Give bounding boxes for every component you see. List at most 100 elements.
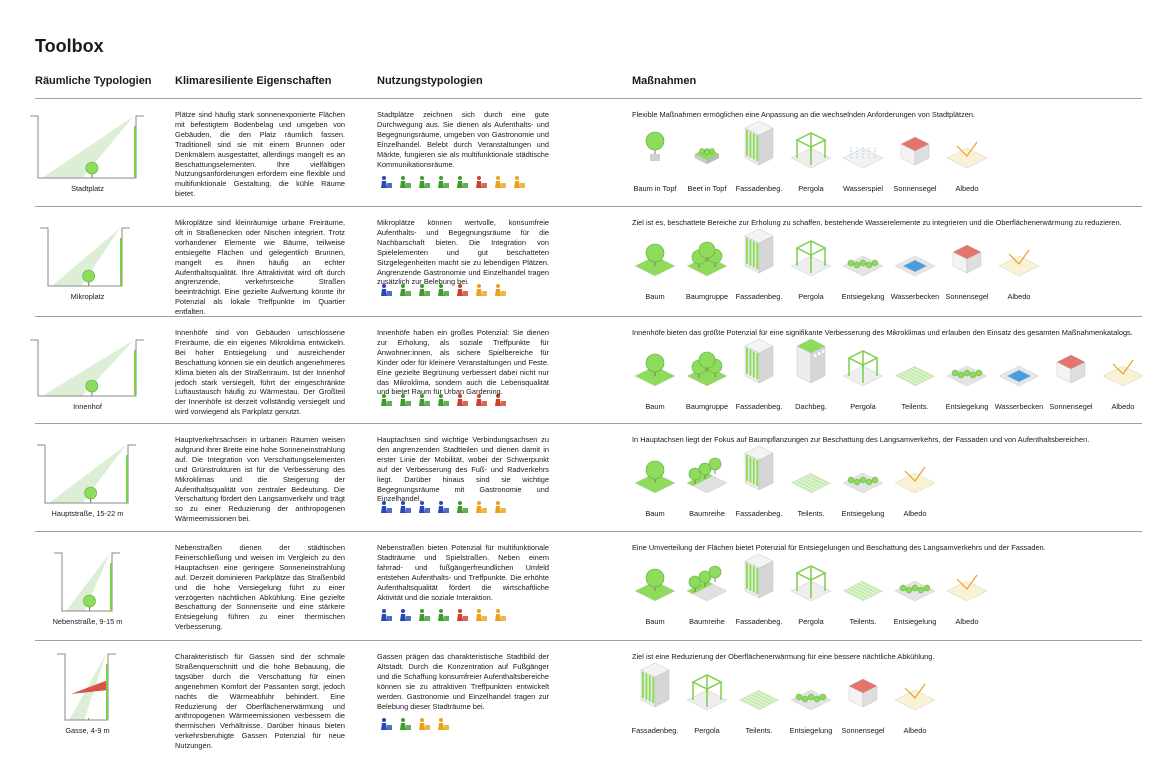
measure-label: Wasserbecken bbox=[890, 292, 940, 301]
header-rule bbox=[35, 98, 1142, 99]
measure-label: Baumgruppe bbox=[685, 292, 729, 301]
measures-intro: Ziel ist eine Reduzierung der Oberfläche… bbox=[632, 652, 935, 661]
measure-label: Entsiegelung bbox=[893, 617, 937, 626]
measure-icon bbox=[744, 338, 774, 384]
usage-icon bbox=[400, 176, 411, 188]
usage-icon bbox=[476, 176, 487, 188]
measure-icon bbox=[790, 132, 832, 169]
usage-icon bbox=[438, 609, 449, 621]
measure-icon bbox=[900, 136, 930, 166]
measure-icon bbox=[998, 365, 1040, 387]
measures-intro: Ziel ist es, beschattete Bereiche zur Er… bbox=[632, 218, 1122, 227]
measure-label: Baumreihe bbox=[689, 509, 725, 518]
measure-label: Fassadenbeg. bbox=[735, 509, 783, 518]
usage-icon bbox=[476, 394, 487, 406]
usage-icon bbox=[438, 284, 449, 296]
typology-label: Gasse, 4-9 m bbox=[65, 726, 110, 735]
measure-icon bbox=[998, 249, 1040, 277]
measure-icon bbox=[686, 351, 728, 387]
measure-label: Pergola bbox=[798, 292, 824, 301]
measure-label: Sonnensegel bbox=[841, 726, 885, 735]
measure-icon bbox=[894, 683, 936, 711]
row-rule bbox=[35, 316, 1142, 317]
usage-icon bbox=[381, 501, 392, 513]
typology-section bbox=[54, 552, 120, 612]
usage-icon bbox=[495, 284, 506, 296]
usage-icon bbox=[381, 176, 392, 188]
typology-label: Hauptstraße, 15-22 m bbox=[51, 509, 124, 518]
usage-text: Mikroplätze können wertvolle, konsumfrei… bbox=[377, 218, 549, 287]
usage-icon bbox=[381, 394, 392, 406]
measure-icon bbox=[946, 574, 988, 602]
usage-icon bbox=[495, 609, 506, 621]
measure-label: Entsiegelung bbox=[841, 509, 885, 518]
description: Innenhöfe sind von Gebäuden umschlossene… bbox=[175, 328, 345, 417]
usage-icon bbox=[400, 718, 411, 730]
measure-icon bbox=[946, 365, 988, 387]
usage-icon bbox=[438, 501, 449, 513]
measure-icon bbox=[894, 466, 936, 494]
measure-icon bbox=[634, 243, 676, 277]
measure-label: Albedo bbox=[903, 726, 927, 735]
measure-icon bbox=[738, 689, 780, 711]
measure-label: Teilents. bbox=[849, 617, 877, 626]
usage-icon bbox=[457, 394, 468, 406]
typology-section bbox=[40, 227, 130, 287]
measure-icon bbox=[842, 146, 884, 169]
measure-label: Teilents. bbox=[901, 402, 929, 411]
measure-label: Baumreihe bbox=[689, 617, 725, 626]
measure-label: Teilents. bbox=[797, 509, 825, 518]
measure-label: Baum bbox=[645, 509, 665, 518]
measure-icon bbox=[744, 553, 774, 599]
measure-label: Fassadenbeg. bbox=[735, 617, 783, 626]
measure-label: Albedo bbox=[955, 617, 979, 626]
usage-icon bbox=[495, 501, 506, 513]
measure-icon bbox=[842, 472, 884, 494]
measure-icon bbox=[790, 689, 832, 711]
description: Hauptverkehrsachsen in urbanen Räumen we… bbox=[175, 435, 345, 524]
typology-label: Nebenstraße, 9-15 m bbox=[52, 617, 123, 626]
usage-icon bbox=[419, 718, 430, 730]
measure-label: Fassadenbeg. bbox=[631, 726, 679, 735]
measure-icon bbox=[634, 568, 676, 602]
description: Mikroplätze sind kleinräumige urbane Fre… bbox=[175, 218, 345, 317]
measure-label: Entsiegelung bbox=[945, 402, 989, 411]
measure-label: Entsiegelung bbox=[789, 726, 833, 735]
usage-icon bbox=[495, 176, 506, 188]
usage-icon bbox=[400, 501, 411, 513]
row-rule bbox=[35, 531, 1142, 532]
measure-label: Teilents. bbox=[745, 726, 773, 735]
measure-label: Fassadenbeg. bbox=[735, 184, 783, 193]
measure-icon bbox=[894, 365, 936, 387]
measure-icon bbox=[790, 240, 832, 277]
usage-icon bbox=[381, 609, 392, 621]
measures-intro: Flexible Maßnahmen ermöglichen eine Anpa… bbox=[632, 110, 976, 119]
typology-section bbox=[30, 339, 144, 397]
typology-label: Stadtplatz bbox=[71, 184, 104, 193]
usage-icon bbox=[438, 394, 449, 406]
typology-section bbox=[57, 653, 116, 721]
measure-icon bbox=[952, 244, 982, 274]
row-rule bbox=[35, 206, 1142, 207]
usage-icon bbox=[400, 394, 411, 406]
measures-intro: Innenhöfe bieten das größte Potenzial fü… bbox=[632, 328, 1133, 337]
column-header: Räumliche Typologien bbox=[35, 75, 152, 87]
typology-label: Innenhof bbox=[73, 402, 102, 411]
usage-icon bbox=[419, 501, 430, 513]
usage-icon bbox=[381, 284, 392, 296]
usage-icon bbox=[457, 609, 468, 621]
measure-icon bbox=[848, 678, 878, 708]
measure-label: Pergola bbox=[798, 184, 824, 193]
measure-icon bbox=[744, 445, 774, 491]
typology-section bbox=[37, 444, 136, 504]
usage-icon bbox=[457, 501, 468, 513]
measure-label: Fassadenbeg. bbox=[735, 292, 783, 301]
usage-icon bbox=[419, 176, 430, 188]
typology-section bbox=[30, 115, 144, 179]
typology-label: Mikroplatz bbox=[70, 292, 105, 301]
measure-icon bbox=[842, 255, 884, 277]
measure-icon bbox=[686, 241, 728, 277]
measure-label: Albedo bbox=[1111, 402, 1135, 411]
